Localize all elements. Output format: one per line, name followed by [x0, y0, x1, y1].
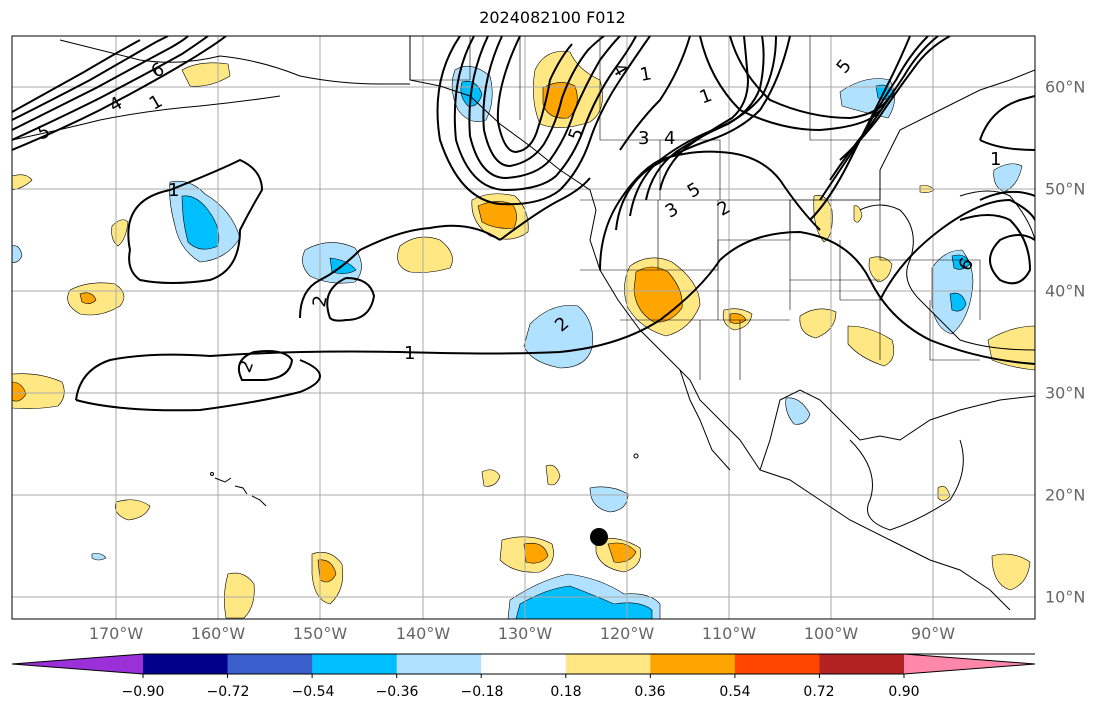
- lat-label: 40°N: [1045, 281, 1086, 301]
- lat-label: 30°N: [1045, 383, 1086, 403]
- colorbar-extend-low: [12, 654, 143, 674]
- lat-label: 60°N: [1045, 77, 1086, 97]
- lon-label: 130°W: [497, 624, 553, 643]
- contour-label: 1: [638, 63, 653, 86]
- graticule: [12, 36, 1035, 619]
- lon-label: 150°W: [292, 624, 348, 643]
- lon-label: 140°W: [395, 624, 451, 643]
- colorbar-outline: [11, 653, 1036, 675]
- contour-label: 1: [990, 149, 1001, 170]
- colorbar-tick-label: 0.54: [719, 684, 751, 700]
- storm-center-marker: [590, 528, 608, 546]
- colorbar-tick-label: 0.90: [888, 684, 920, 700]
- positive-anomaly-shading: [12, 51, 1035, 619]
- colorbar-segment: [819, 654, 905, 674]
- colorbar-tick-label: −0.36: [375, 684, 419, 700]
- colorbar-segment: [734, 654, 820, 674]
- lat-label: 50°N: [1045, 179, 1086, 199]
- colorbar: [11, 653, 1036, 678]
- colorbar-tick-label: 0.18: [550, 684, 582, 700]
- lon-label: 110°W: [701, 624, 757, 643]
- lon-label: 160°W: [190, 624, 246, 643]
- contour-label: 1: [404, 343, 415, 364]
- colorbar-segment: [227, 654, 313, 674]
- colorbar-tick-label: −0.54: [291, 684, 335, 700]
- map-area: [12, 36, 1035, 619]
- state-borders: [410, 36, 981, 380]
- lon-label: 100°W: [803, 624, 859, 643]
- colorbar-segment: [565, 654, 651, 674]
- contour-label: 1: [168, 180, 179, 201]
- figure-title: 2024082100 F012: [479, 8, 626, 27]
- colorbar-tick-label: 0.36: [634, 684, 666, 700]
- map-frame: [11, 35, 1036, 620]
- colorbar-tick-label: 0.72: [803, 684, 835, 700]
- lon-label: 90°W: [910, 624, 956, 643]
- colorbar-segment: [481, 654, 567, 674]
- contour-label: 2: [309, 294, 332, 309]
- colorbar-tick-label: −0.90: [121, 684, 165, 700]
- lat-label: 10°N: [1045, 587, 1086, 607]
- lon-label: 120°W: [599, 624, 655, 643]
- colorbar-segment: [312, 654, 398, 674]
- contour-lines: [12, 36, 1035, 412]
- contour-label: 4: [664, 128, 675, 149]
- colorbar-segment: [143, 654, 229, 674]
- colorbar-tick-label: −0.72: [206, 684, 250, 700]
- lat-label: 20°N: [1045, 485, 1086, 505]
- colorbar-segment: [396, 654, 482, 674]
- contour-label: 3: [638, 128, 649, 149]
- colorbar-segment: [650, 654, 736, 674]
- colorbar-extend-high: [904, 654, 1035, 674]
- colorbar-tick-label: −0.18: [460, 684, 504, 700]
- lon-label: 170°W: [88, 624, 144, 643]
